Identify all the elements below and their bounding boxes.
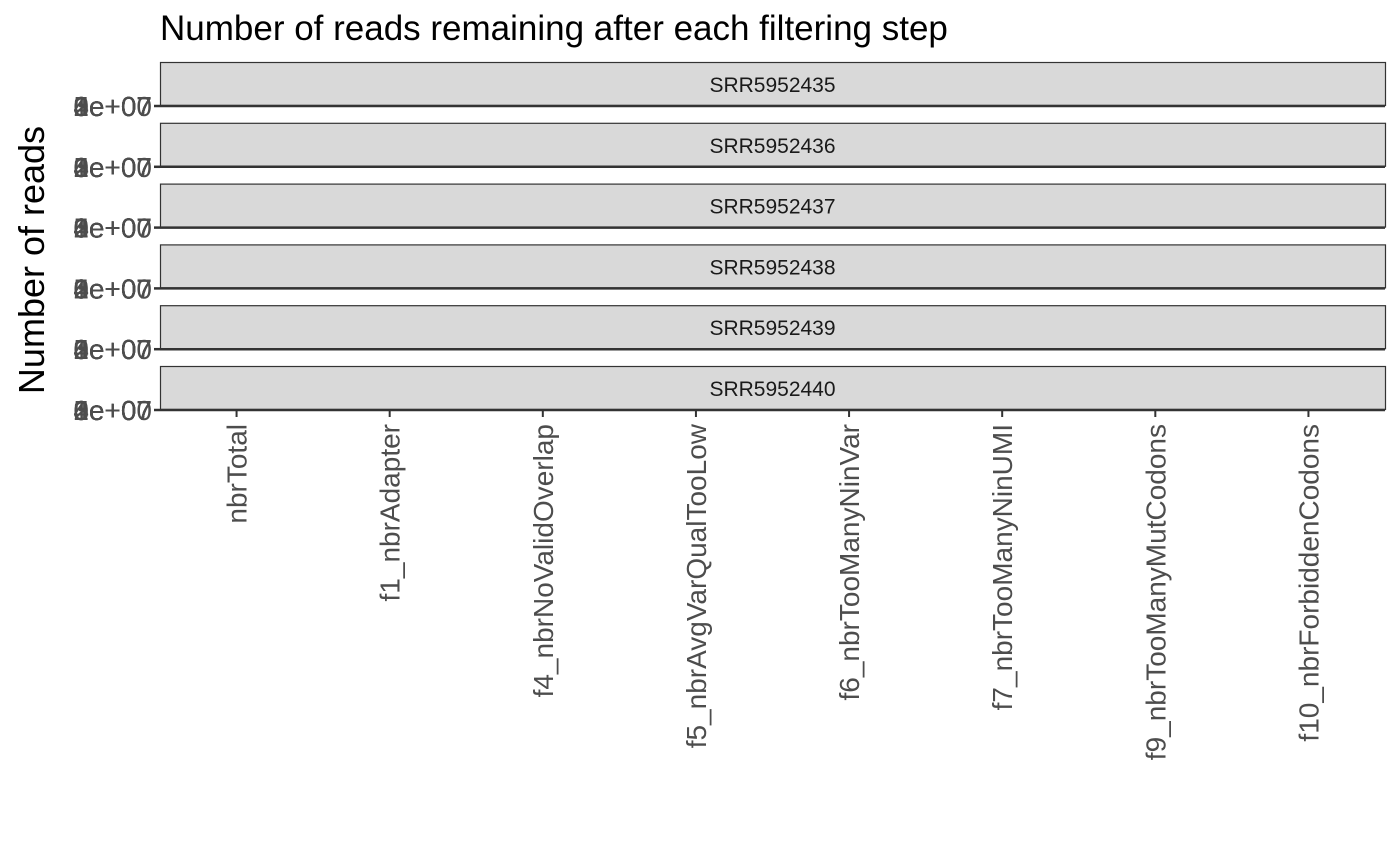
y-tick-label: 3e+07 xyxy=(73,91,152,122)
y-tick-label: 3e+07 xyxy=(73,395,152,426)
y-tick-label: 1e+07 xyxy=(73,91,152,122)
x-tick-label: f6_nbrTooManyNinVar xyxy=(834,424,865,701)
facet-label: SRR5952439 xyxy=(709,317,835,340)
facet-strip xyxy=(159,61,1387,107)
x-tick-label: f7_nbrTooManyNinUMI xyxy=(987,424,1018,710)
x-tick-label: f1_nbrAdapter xyxy=(375,424,406,601)
facet-label: SRR5952437 xyxy=(709,196,835,219)
y-tick-label: 2e+07 xyxy=(73,152,152,183)
y-tick-label: 1e+07 xyxy=(73,334,152,365)
y-tick-label: 4e+07 xyxy=(73,395,152,426)
y-tick-label: 3e+07 xyxy=(73,152,152,183)
y-tick-label: 5e+07 xyxy=(73,273,152,304)
facet-panels: SRR59524350e+001e+072e+073e+074e+075e+07… xyxy=(73,61,1387,426)
y-tick-label: 1e+07 xyxy=(73,273,152,304)
y-tick-label: 0e+00 xyxy=(73,213,152,244)
x-axis: nbrTotal f1_nbrAdapter f4_nbrNoValidOverla… xyxy=(222,410,1324,760)
y-tick-label: 4e+07 xyxy=(73,213,152,244)
y-tick-label: 0e+00 xyxy=(73,152,152,183)
y-tick-label: 0e+00 xyxy=(73,395,152,426)
y-tick-label: 3e+07 xyxy=(73,213,152,244)
facet-strip xyxy=(159,122,1387,167)
y-tick-label: 2e+07 xyxy=(73,334,152,365)
y-tick-label: 1e+07 xyxy=(73,152,152,183)
y-tick-label: 1e+07 xyxy=(73,395,152,426)
y-tick-label: 5e+07 xyxy=(73,91,152,122)
y-tick-label: 2e+07 xyxy=(73,91,152,122)
chart-title: Number of reads remaining after each fil… xyxy=(160,9,948,48)
y-tick-label: 4e+07 xyxy=(73,334,152,365)
x-tick-label: f9_nbrTooManyMutCodons xyxy=(1140,424,1171,760)
x-tick-label: nbrTotal xyxy=(222,424,253,524)
y-tick-label: 4e+07 xyxy=(73,273,152,304)
y-tick-label: 2e+07 xyxy=(73,273,152,304)
x-tick-label: f10_nbrForbiddenCodons xyxy=(1293,424,1324,742)
y-tick-label: 4e+07 xyxy=(73,91,152,122)
y-tick-label: 0e+00 xyxy=(73,334,152,365)
facet-label: SRR5952436 xyxy=(709,135,835,158)
facet-label: SRR5952435 xyxy=(709,74,835,97)
y-tick-label: 4e+07 xyxy=(73,152,152,183)
y-tick-label: 1e+07 xyxy=(73,213,152,244)
facet-strip xyxy=(159,305,1387,350)
facet-label: SRR5952438 xyxy=(709,256,835,279)
facet-label: SRR5952440 xyxy=(709,378,835,401)
y-tick-label: 0e+00 xyxy=(73,273,152,304)
y-tick-label: 0e+00 xyxy=(73,91,152,122)
y-tick-label: 5e+07 xyxy=(73,395,152,426)
y-tick-label: 3e+07 xyxy=(73,273,152,304)
y-tick-label: 2e+07 xyxy=(73,213,152,244)
x-tick-label: f5_nbrAvgVarQualTooLow xyxy=(681,423,712,748)
y-tick-label: 5e+07 xyxy=(73,213,152,244)
y-axis-label: Number of reads xyxy=(11,126,52,394)
y-tick-label: 5e+07 xyxy=(73,334,152,365)
y-tick-label: 3e+07 xyxy=(73,334,152,365)
y-tick-label: 5e+07 xyxy=(73,152,152,183)
y-tick-label: 2e+07 xyxy=(73,395,152,426)
x-tick-label: f4_nbrNoValidOverlap xyxy=(528,424,559,697)
